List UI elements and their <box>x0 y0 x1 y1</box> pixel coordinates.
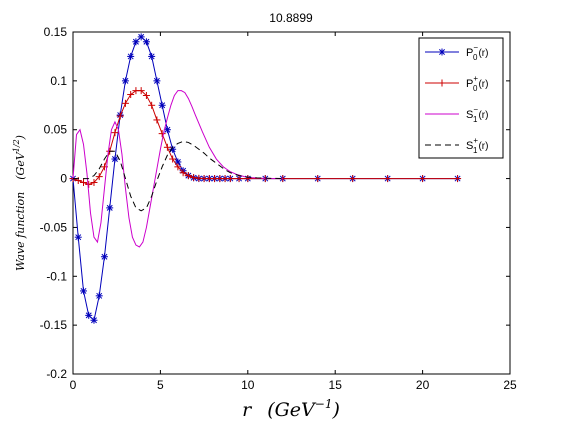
series-2-point <box>158 130 166 138</box>
y-axis-label: Wave function (GeV1/2) <box>12 135 27 271</box>
x-tick-label: 15 <box>329 378 343 392</box>
series-1-point <box>137 33 145 41</box>
legend-item: S− 1(r) <box>425 105 488 124</box>
series-2-point <box>121 99 129 107</box>
y-axis-label-unit: (GeV <box>14 151 27 180</box>
y-axis-label-unit-exp: 1/2 <box>12 139 21 152</box>
series-2-point <box>153 116 161 124</box>
y-axis-label-unit-close: ) <box>14 135 27 140</box>
series-2-point <box>244 175 252 183</box>
series-1-point <box>106 204 114 212</box>
legend-item: P− 0(r) <box>425 43 488 62</box>
legend-label: S+ 1(r) <box>466 136 488 155</box>
series-2-point <box>79 178 87 186</box>
series-2-point <box>95 173 103 181</box>
series-2-point <box>85 180 93 188</box>
series-2-point <box>127 91 135 99</box>
series-1-point <box>79 287 87 295</box>
series-3-line <box>72 90 283 248</box>
x-tick-label: 25 <box>503 378 517 392</box>
legend-label: S− 1(r) <box>466 105 488 124</box>
y-tick-label: -0.05 <box>40 220 68 234</box>
chart-title: 10.8899 <box>269 11 313 25</box>
series-2-point <box>179 169 187 177</box>
series-1-point <box>74 233 82 241</box>
x-axis-label-unit-exp: −1 <box>315 397 333 411</box>
series-2-point <box>314 175 322 183</box>
series-1-point <box>148 52 156 60</box>
y-tick-label: 0.15 <box>44 25 68 39</box>
series-1-point <box>100 253 108 261</box>
y-axis-label-main: Wave function <box>14 192 27 271</box>
legend-marker-sample <box>438 79 446 87</box>
series-1-point <box>111 155 119 163</box>
y-tick-label: 0 <box>60 172 67 186</box>
x-tick-label: 10 <box>241 378 255 392</box>
series-2-point <box>190 174 198 182</box>
series-2-point <box>454 175 462 183</box>
series-2-point <box>184 172 192 180</box>
x-axis-label-main: r <box>242 399 253 421</box>
series-2-point <box>137 87 145 95</box>
series-2-point <box>349 175 357 183</box>
x-axis-label-unit: (GeV <box>267 399 317 421</box>
x-axis-label-unit-close: ) <box>331 399 339 421</box>
legend-marker-sample <box>438 48 446 56</box>
series-3 <box>72 90 283 248</box>
legend-box <box>418 37 504 159</box>
axis-ticks: 0 5 10 15 20 25 0.15 0.1 0.05 0 -0.05 -0.1 -0.15 -0.2 <box>40 25 517 392</box>
series-1-point <box>153 77 161 85</box>
series-2-point <box>384 175 392 183</box>
series-1-point <box>95 292 103 300</box>
series-1-point <box>121 77 129 85</box>
data-series <box>69 33 462 324</box>
series-2-point <box>226 175 234 183</box>
y-tick-label: 0.1 <box>50 74 67 88</box>
x-tick-label: 20 <box>416 378 430 392</box>
series-2-point <box>235 175 243 183</box>
legend-label: P− 0(r) <box>466 43 488 62</box>
x-tick-label: 0 <box>70 378 77 392</box>
legend-label: P+ 0(r) <box>466 74 488 93</box>
legend-item: S+ 1(r) <box>425 136 488 155</box>
legend-items: P− 0(r) P+ 0(r) S− 1(r) S+ 1(r) <box>425 43 488 155</box>
legend: P− 0(r) P+ 0(r) S− 1(r) S+ 1(r) <box>418 37 504 159</box>
y-tick-label: -0.1 <box>46 269 67 283</box>
series-1-point <box>127 52 135 60</box>
series-1-point <box>90 316 98 324</box>
y-tick-label: -0.15 <box>40 318 68 332</box>
y-tick-label: -0.2 <box>46 367 67 381</box>
series-2-point <box>419 175 427 183</box>
x-axis-label: r (GeV−1) <box>242 397 340 421</box>
x-tick-label: 5 <box>157 378 164 392</box>
legend-item: P+ 0(r) <box>425 74 488 93</box>
y-tick-label: 0.05 <box>44 123 68 137</box>
series-2-point <box>111 129 119 137</box>
series-1-point <box>85 311 93 319</box>
series-2-point <box>163 143 171 151</box>
series-1-point <box>163 126 171 134</box>
series-2-point <box>169 155 177 163</box>
series-1-point <box>132 38 140 46</box>
series-2-point <box>90 178 98 186</box>
series-2-point <box>116 112 124 120</box>
series-1-point <box>142 38 150 46</box>
series-2-point <box>148 101 156 109</box>
series-2-point <box>174 163 182 171</box>
series-2-point <box>142 92 150 100</box>
series-1-point <box>158 101 166 109</box>
